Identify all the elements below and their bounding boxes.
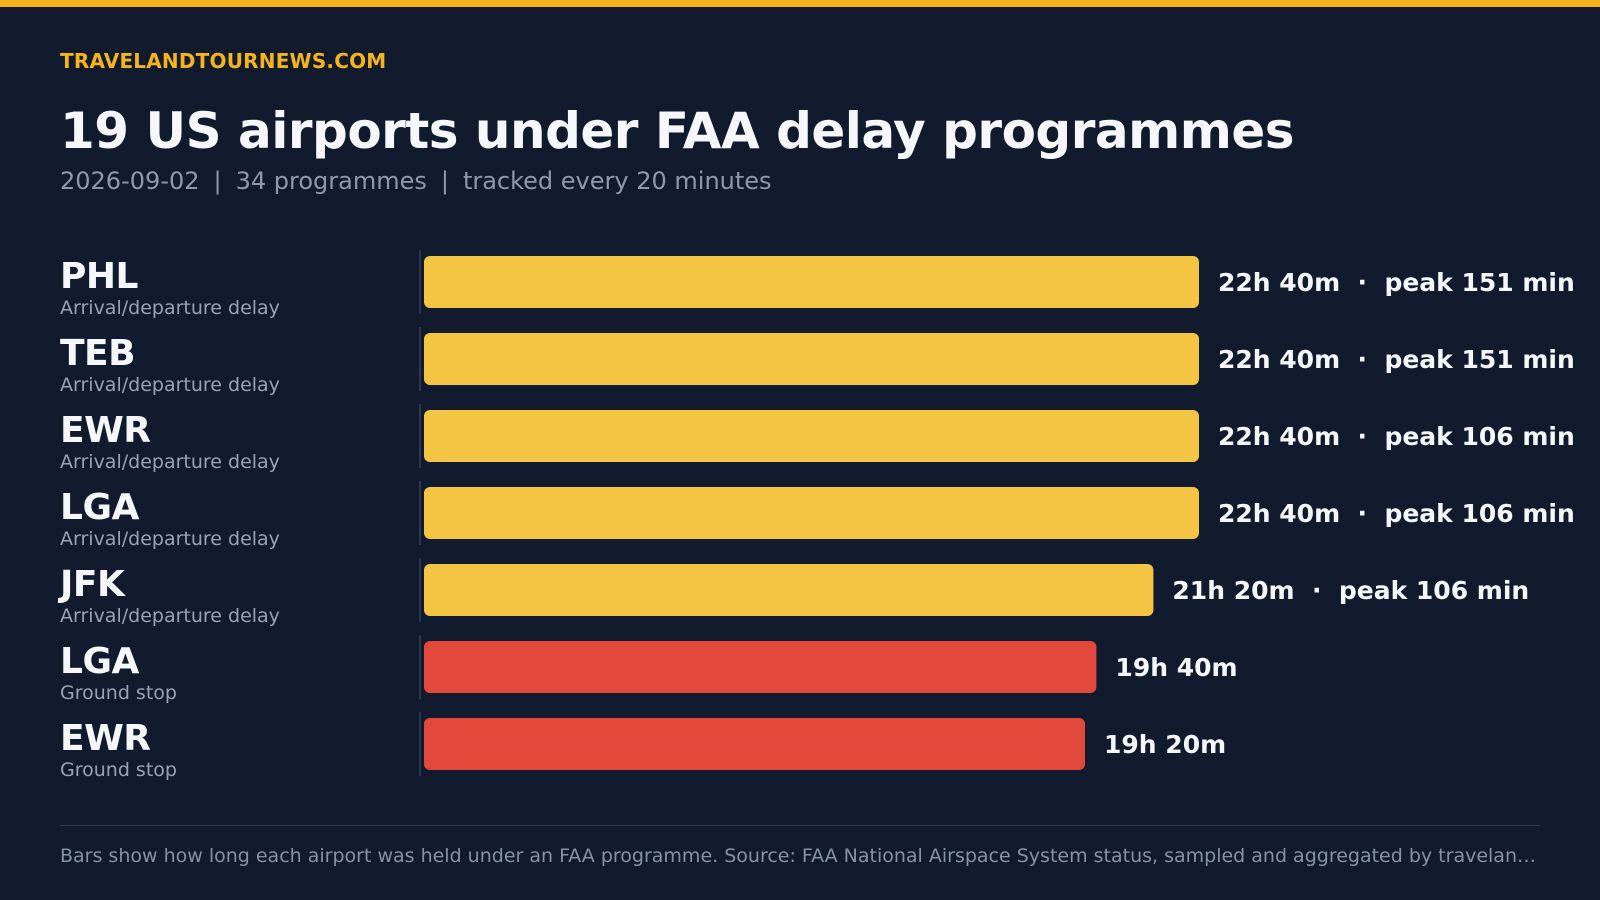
programme-type: Ground stop <box>60 759 177 781</box>
row-label: JFK Arrival/departure delay <box>60 564 280 628</box>
airport-code: PHL <box>60 256 138 297</box>
bar-lga-5 <box>424 641 1097 693</box>
value-label: 22h 40m · peak 151 min <box>1218 268 1575 297</box>
subtitle-tracking: tracked every 20 minutes <box>462 167 772 195</box>
airport-code: EWR <box>60 718 151 759</box>
programme-type: Arrival/departure delay <box>60 374 280 396</box>
row-label: LGA Arrival/departure delay <box>60 487 280 551</box>
airport-code: TEB <box>60 333 136 374</box>
row-label: PHL Arrival/departure delay <box>60 256 280 320</box>
subtitle-separator: | <box>440 167 449 195</box>
footer-divider <box>60 825 1540 826</box>
footnote: Bars show how long each airport was held… <box>60 845 1540 867</box>
programme-type: Arrival/departure delay <box>60 528 280 550</box>
bar-teb-1 <box>424 333 1199 385</box>
row-label: TEB Arrival/departure delay <box>60 333 280 397</box>
site-name: TRAVELANDTOURNEWS.COM <box>60 49 387 73</box>
chart-title: 19 US airports under FAA delay programme… <box>60 102 1295 160</box>
bar-lga-3 <box>424 487 1199 539</box>
bar-jfk-4 <box>424 564 1154 616</box>
value-label: 21h 20m · peak 106 min <box>1172 576 1529 605</box>
bar-ewr-2 <box>424 410 1199 462</box>
programme-type: Arrival/departure delay <box>60 605 280 627</box>
value-label: 22h 40m · peak 106 min <box>1218 422 1575 451</box>
subtitle-separator: | <box>213 167 222 195</box>
value-label: 19h 20m <box>1104 730 1226 759</box>
programme-type: Arrival/departure delay <box>60 451 280 473</box>
accent-top-bar <box>0 0 1600 7</box>
airport-code: EWR <box>60 410 151 451</box>
programme-type: Ground stop <box>60 682 177 704</box>
row-label: LGA Ground stop <box>60 641 177 705</box>
airport-code: LGA <box>60 641 139 682</box>
airport-code: JFK <box>60 564 125 605</box>
bar-ewr-6 <box>424 718 1086 770</box>
subtitle-date: 2026-09-02 <box>60 167 200 195</box>
subtitle-programmes: 34 programmes <box>235 167 427 195</box>
programme-type: Arrival/departure delay <box>60 297 280 319</box>
row-label: EWR Arrival/departure delay <box>60 410 280 474</box>
value-label: 19h 40m <box>1115 653 1237 682</box>
value-label: 22h 40m · peak 151 min <box>1218 345 1575 374</box>
row-label: EWR Ground stop <box>60 718 177 782</box>
bar-phl-0 <box>424 256 1199 308</box>
value-label: 22h 40m · peak 106 min <box>1218 499 1575 528</box>
airport-code: LGA <box>60 487 139 528</box>
chart-subtitle: 2026-09-02 | 34 programmes | tracked every 2… <box>60 167 772 195</box>
